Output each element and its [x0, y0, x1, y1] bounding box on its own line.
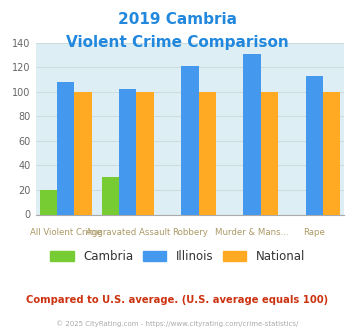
Bar [181, 66, 198, 214]
Bar [119, 89, 136, 214]
Text: Rape: Rape [303, 228, 325, 237]
Bar [261, 92, 278, 214]
Text: Robbery: Robbery [172, 228, 208, 237]
Text: 2019 Cambria: 2019 Cambria [118, 12, 237, 26]
Text: Aggravated Assault: Aggravated Assault [86, 228, 170, 237]
Bar [74, 92, 92, 214]
Bar [102, 177, 119, 214]
Text: All Violent Crime: All Violent Crime [30, 228, 102, 237]
Text: Murder & Mans...: Murder & Mans... [215, 228, 289, 237]
Text: Compared to U.S. average. (U.S. average equals 100): Compared to U.S. average. (U.S. average … [26, 295, 329, 305]
Text: Violent Crime Comparison: Violent Crime Comparison [66, 35, 289, 50]
Bar [306, 76, 323, 215]
Bar [57, 82, 74, 214]
Bar [323, 92, 340, 214]
Bar [198, 92, 216, 214]
Bar [244, 54, 261, 214]
Bar [136, 92, 154, 214]
Text: © 2025 CityRating.com - https://www.cityrating.com/crime-statistics/: © 2025 CityRating.com - https://www.city… [56, 320, 299, 327]
Bar [40, 190, 57, 214]
Legend: Cambria, Illinois, National: Cambria, Illinois, National [50, 250, 305, 263]
